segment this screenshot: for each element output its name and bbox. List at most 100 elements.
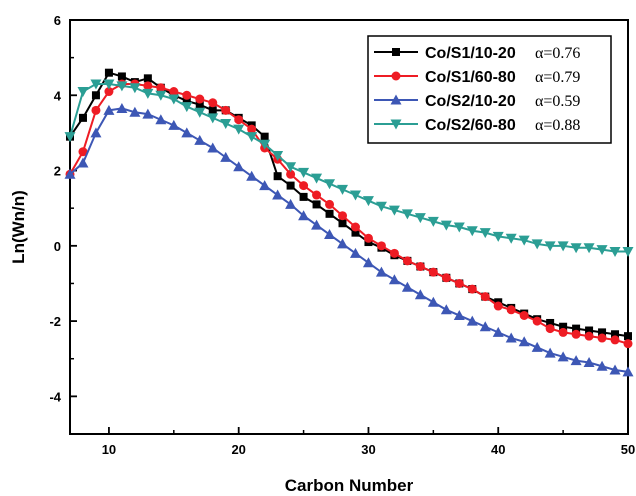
data-point: [129, 83, 141, 94]
data-point: [466, 315, 478, 326]
legend: Co/S1/10-20 α=0.76 Co/S1/60-80 α=0.79 Co/S2/…: [367, 35, 612, 144]
data-point: [143, 81, 153, 91]
data-point: [234, 115, 244, 125]
data-point: [156, 83, 166, 93]
data-point: [532, 316, 542, 326]
axis-ticks: 10 20 30 40 50 -4 -2 0 2 4 6: [49, 13, 635, 457]
data-point: [298, 167, 310, 178]
x-tick-label: 20: [231, 442, 245, 457]
data-point: [64, 132, 76, 143]
data-point: [312, 190, 322, 200]
data-point: [531, 239, 543, 250]
data-point: [195, 100, 204, 109]
data-point: [286, 181, 295, 190]
data-point: [337, 184, 349, 195]
data-point: [570, 243, 582, 254]
data-point: [208, 98, 218, 108]
data-point: [299, 192, 308, 201]
data-point: [531, 341, 543, 352]
data-point: [479, 228, 491, 239]
data-point: [90, 79, 102, 90]
data-point: [90, 127, 102, 138]
data-point: [558, 327, 568, 337]
data-point: [194, 107, 206, 118]
legend-alpha: α=0.59: [535, 93, 580, 110]
data-point: [168, 94, 180, 105]
data-point: [609, 364, 621, 375]
y-tick-label: -2: [49, 314, 61, 329]
data-point: [182, 90, 192, 100]
data-point: [221, 105, 231, 115]
data-point: [350, 222, 360, 232]
data-point: [103, 104, 115, 115]
data-point: [246, 132, 258, 143]
data-point: [519, 310, 529, 320]
data-point: [324, 229, 336, 240]
data-point: [298, 210, 310, 221]
data-point: [571, 329, 581, 339]
data-point: [427, 296, 439, 307]
data-point: [506, 305, 516, 315]
data-point: [286, 169, 296, 179]
data-point: [479, 321, 491, 332]
legend-marker: [390, 119, 402, 130]
data-point: [220, 151, 232, 162]
data-point: [195, 94, 205, 104]
data-point: [401, 209, 413, 220]
data-point: [233, 161, 245, 172]
data-point: [544, 347, 556, 358]
data-point: [415, 262, 425, 272]
data-point: [572, 324, 581, 333]
data-point: [129, 106, 141, 117]
data-point: [168, 119, 180, 130]
data-point: [117, 72, 126, 81]
data-point: [492, 231, 504, 242]
data-point: [441, 273, 451, 283]
data-point: [518, 336, 530, 347]
legend-alpha: α=0.76: [535, 45, 580, 62]
data-point: [402, 256, 412, 266]
data-point: [362, 196, 374, 207]
legend-marker: [392, 48, 400, 56]
legend-alpha: α=0.88: [535, 117, 580, 134]
data-point: [78, 147, 88, 157]
data-point: [388, 274, 400, 285]
data-point: [325, 209, 334, 218]
data-point: [104, 68, 113, 77]
x-tick-label: 40: [491, 442, 505, 457]
series-3: [64, 102, 634, 377]
data-point: [505, 233, 517, 244]
legend-label: Co/S2/60-80: [425, 117, 516, 134]
data-point: [182, 96, 191, 105]
data-point: [312, 200, 321, 209]
data-point: [273, 172, 282, 181]
data-point: [427, 216, 439, 227]
data-point: [493, 301, 503, 311]
data-point: [272, 189, 284, 200]
data-point: [557, 241, 569, 252]
data-point: [559, 322, 568, 331]
data-point: [545, 324, 555, 334]
data-point: [260, 132, 269, 141]
data-point: [104, 87, 114, 97]
data-point: [546, 318, 555, 327]
data-point: [299, 181, 309, 191]
data-point: [610, 335, 620, 345]
data-point: [585, 326, 594, 335]
data-point: [78, 113, 87, 122]
data-point: [169, 87, 179, 97]
data-point: [492, 326, 504, 337]
data-point: [596, 360, 608, 371]
data-point: [597, 333, 607, 343]
data-point: [388, 205, 400, 216]
data-point: [466, 226, 478, 237]
legend-marker: [390, 94, 402, 105]
legend-label: Co/S1/10-20: [425, 45, 516, 62]
x-tick-label: 30: [361, 442, 375, 457]
data-point: [480, 292, 490, 302]
data-point: [91, 105, 101, 115]
data-point: [570, 355, 582, 366]
data-point: [207, 142, 219, 153]
legend-label: Co/S1/60-80: [425, 69, 516, 86]
data-point: [311, 173, 323, 184]
